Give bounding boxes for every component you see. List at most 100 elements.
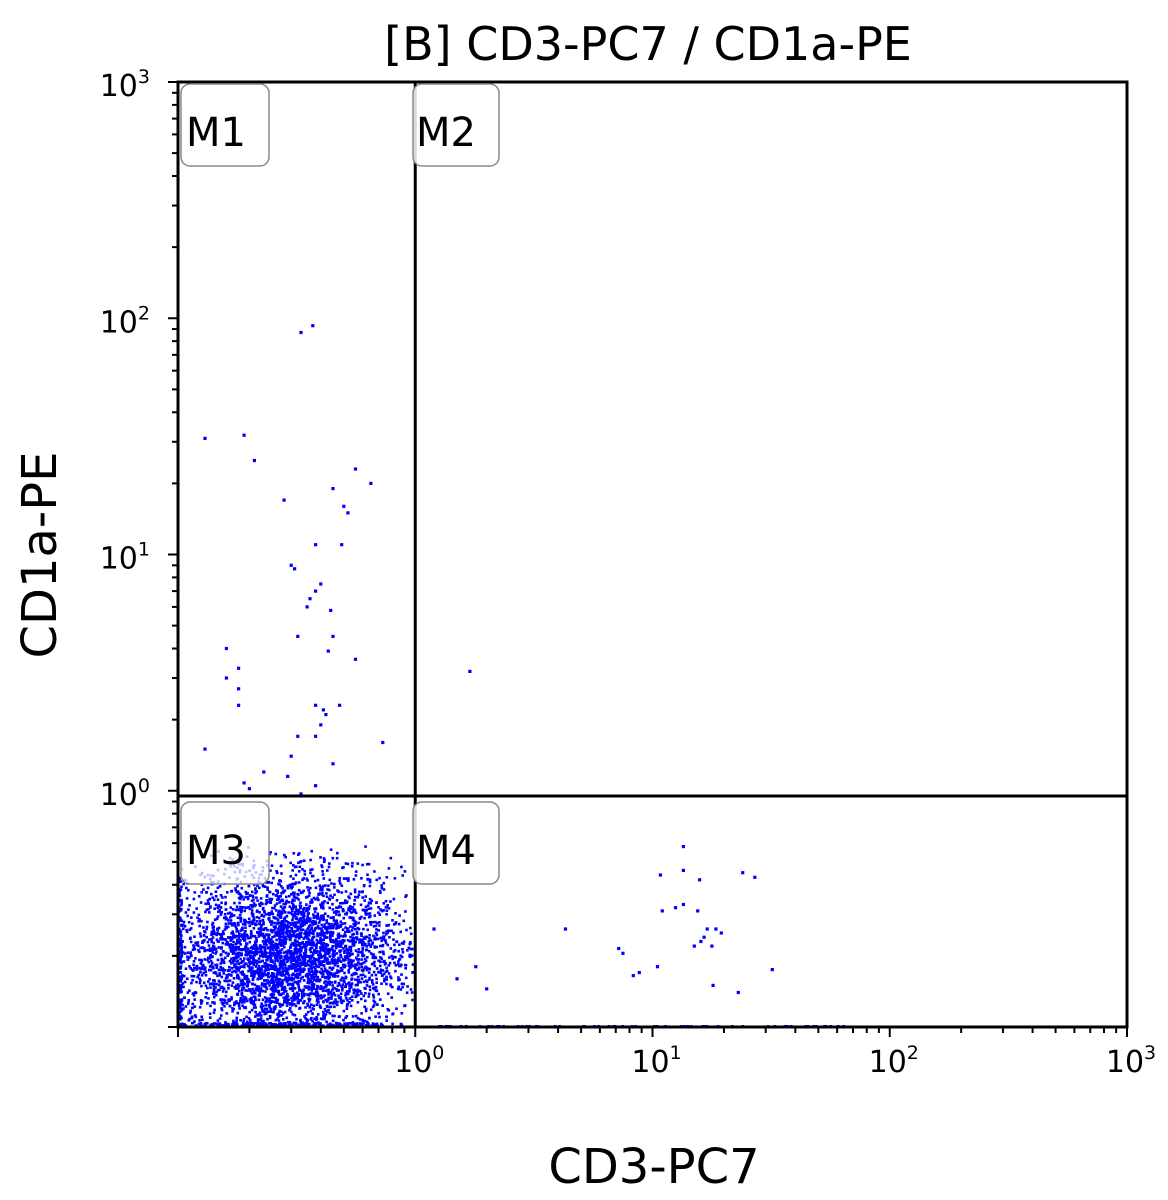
data-point: [330, 882, 333, 885]
data-point: [199, 935, 203, 938]
data-point: [260, 976, 263, 979]
data-point: [300, 911, 304, 914]
data-point: [206, 958, 209, 962]
data-point: [264, 963, 268, 967]
data-point: [326, 936, 329, 939]
data-point: [342, 977, 346, 980]
data-point: [256, 899, 259, 902]
data-point: [249, 956, 253, 959]
data-point: [402, 919, 406, 923]
data-point: [244, 1006, 247, 1009]
data-point: [306, 972, 309, 976]
data-point: [323, 975, 327, 979]
data-point: [259, 927, 263, 930]
data-point: [621, 951, 625, 955]
data-point: [199, 901, 203, 904]
data-point: [259, 925, 263, 928]
data-point: [270, 923, 273, 926]
data-point: [230, 970, 234, 974]
data-point: [300, 922, 304, 925]
data-point: [271, 988, 274, 991]
data-point: [316, 998, 320, 1001]
data-point: [286, 992, 289, 996]
data-point: [274, 997, 278, 1001]
data-point: [207, 948, 210, 952]
data-point: [273, 904, 277, 907]
data-point: [237, 989, 241, 993]
data-point: [178, 985, 181, 989]
data-point: [279, 965, 283, 968]
data-point: [272, 1006, 276, 1009]
data-point: [343, 949, 346, 953]
data-point: [294, 923, 298, 926]
data-point: [353, 657, 358, 661]
data-point: [266, 939, 269, 942]
data-point: [251, 987, 254, 991]
data-point: [278, 962, 282, 965]
data-point: [254, 998, 257, 1002]
data-point: [178, 898, 182, 902]
data-point: [314, 886, 318, 890]
data-point: [361, 943, 364, 947]
data-point: [681, 845, 685, 849]
data-point: [321, 946, 325, 950]
data-point: [325, 957, 328, 960]
data-point: [272, 984, 275, 987]
data-point: [283, 973, 286, 977]
data-point: [236, 929, 240, 933]
data-point: [212, 987, 216, 991]
data-point: [233, 963, 236, 966]
data-point: [245, 999, 249, 1003]
data-point: [245, 980, 249, 984]
data-point: [180, 924, 183, 928]
data-point: [185, 897, 189, 900]
data-point: [311, 960, 315, 963]
data-point: [300, 991, 304, 995]
data-point: [264, 986, 268, 989]
data-point: [345, 877, 348, 880]
data-point: [204, 996, 207, 999]
data-point: [362, 980, 366, 984]
data-point: [394, 964, 398, 967]
data-point: [353, 890, 357, 894]
data-point: [367, 992, 371, 996]
data-point: [214, 993, 218, 997]
data-point: [188, 956, 191, 959]
data-point: [180, 953, 184, 957]
data-point: [226, 943, 230, 946]
data-point: [305, 921, 308, 925]
data-point: [333, 974, 337, 978]
data-point: [349, 1004, 353, 1008]
data-point: [279, 899, 283, 903]
data-point: [407, 946, 411, 950]
data-point: [340, 976, 344, 980]
data-point: [321, 970, 325, 973]
data-point: [323, 1007, 327, 1011]
data-point: [179, 943, 183, 946]
data-point: [285, 1001, 289, 1005]
data-point: [243, 936, 247, 939]
data-point: [289, 883, 292, 886]
data-point: [307, 938, 310, 941]
data-point: [309, 868, 312, 872]
data-point: [307, 912, 310, 915]
data-point: [242, 1000, 245, 1004]
data-point: [372, 999, 376, 1003]
data-point: [281, 899, 285, 902]
data-point: [201, 963, 204, 967]
data-point: [381, 969, 384, 972]
data-point: [272, 943, 276, 947]
data-point: [319, 582, 323, 586]
data-point: [361, 954, 364, 958]
data-point: [345, 913, 348, 916]
data-point: [291, 964, 295, 968]
data-point: [304, 1006, 307, 1009]
data-point: [298, 1007, 301, 1010]
data-point: [231, 924, 234, 927]
data-point: [392, 897, 396, 901]
data-point: [279, 942, 282, 945]
data-point: [353, 902, 356, 906]
data-point: [411, 971, 414, 974]
data-point: [292, 956, 296, 959]
data-point: [248, 951, 252, 955]
